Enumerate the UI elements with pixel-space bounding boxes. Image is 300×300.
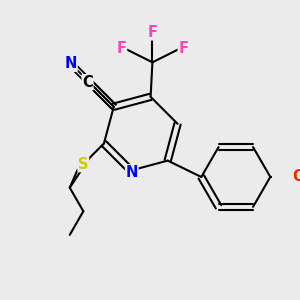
Text: C: C	[82, 75, 93, 90]
Text: F: F	[117, 41, 127, 56]
Text: S: S	[78, 157, 88, 172]
Text: N: N	[65, 56, 77, 71]
Text: O: O	[292, 169, 300, 184]
Text: F: F	[147, 25, 158, 40]
Text: F: F	[178, 41, 188, 56]
Text: N: N	[126, 165, 138, 180]
